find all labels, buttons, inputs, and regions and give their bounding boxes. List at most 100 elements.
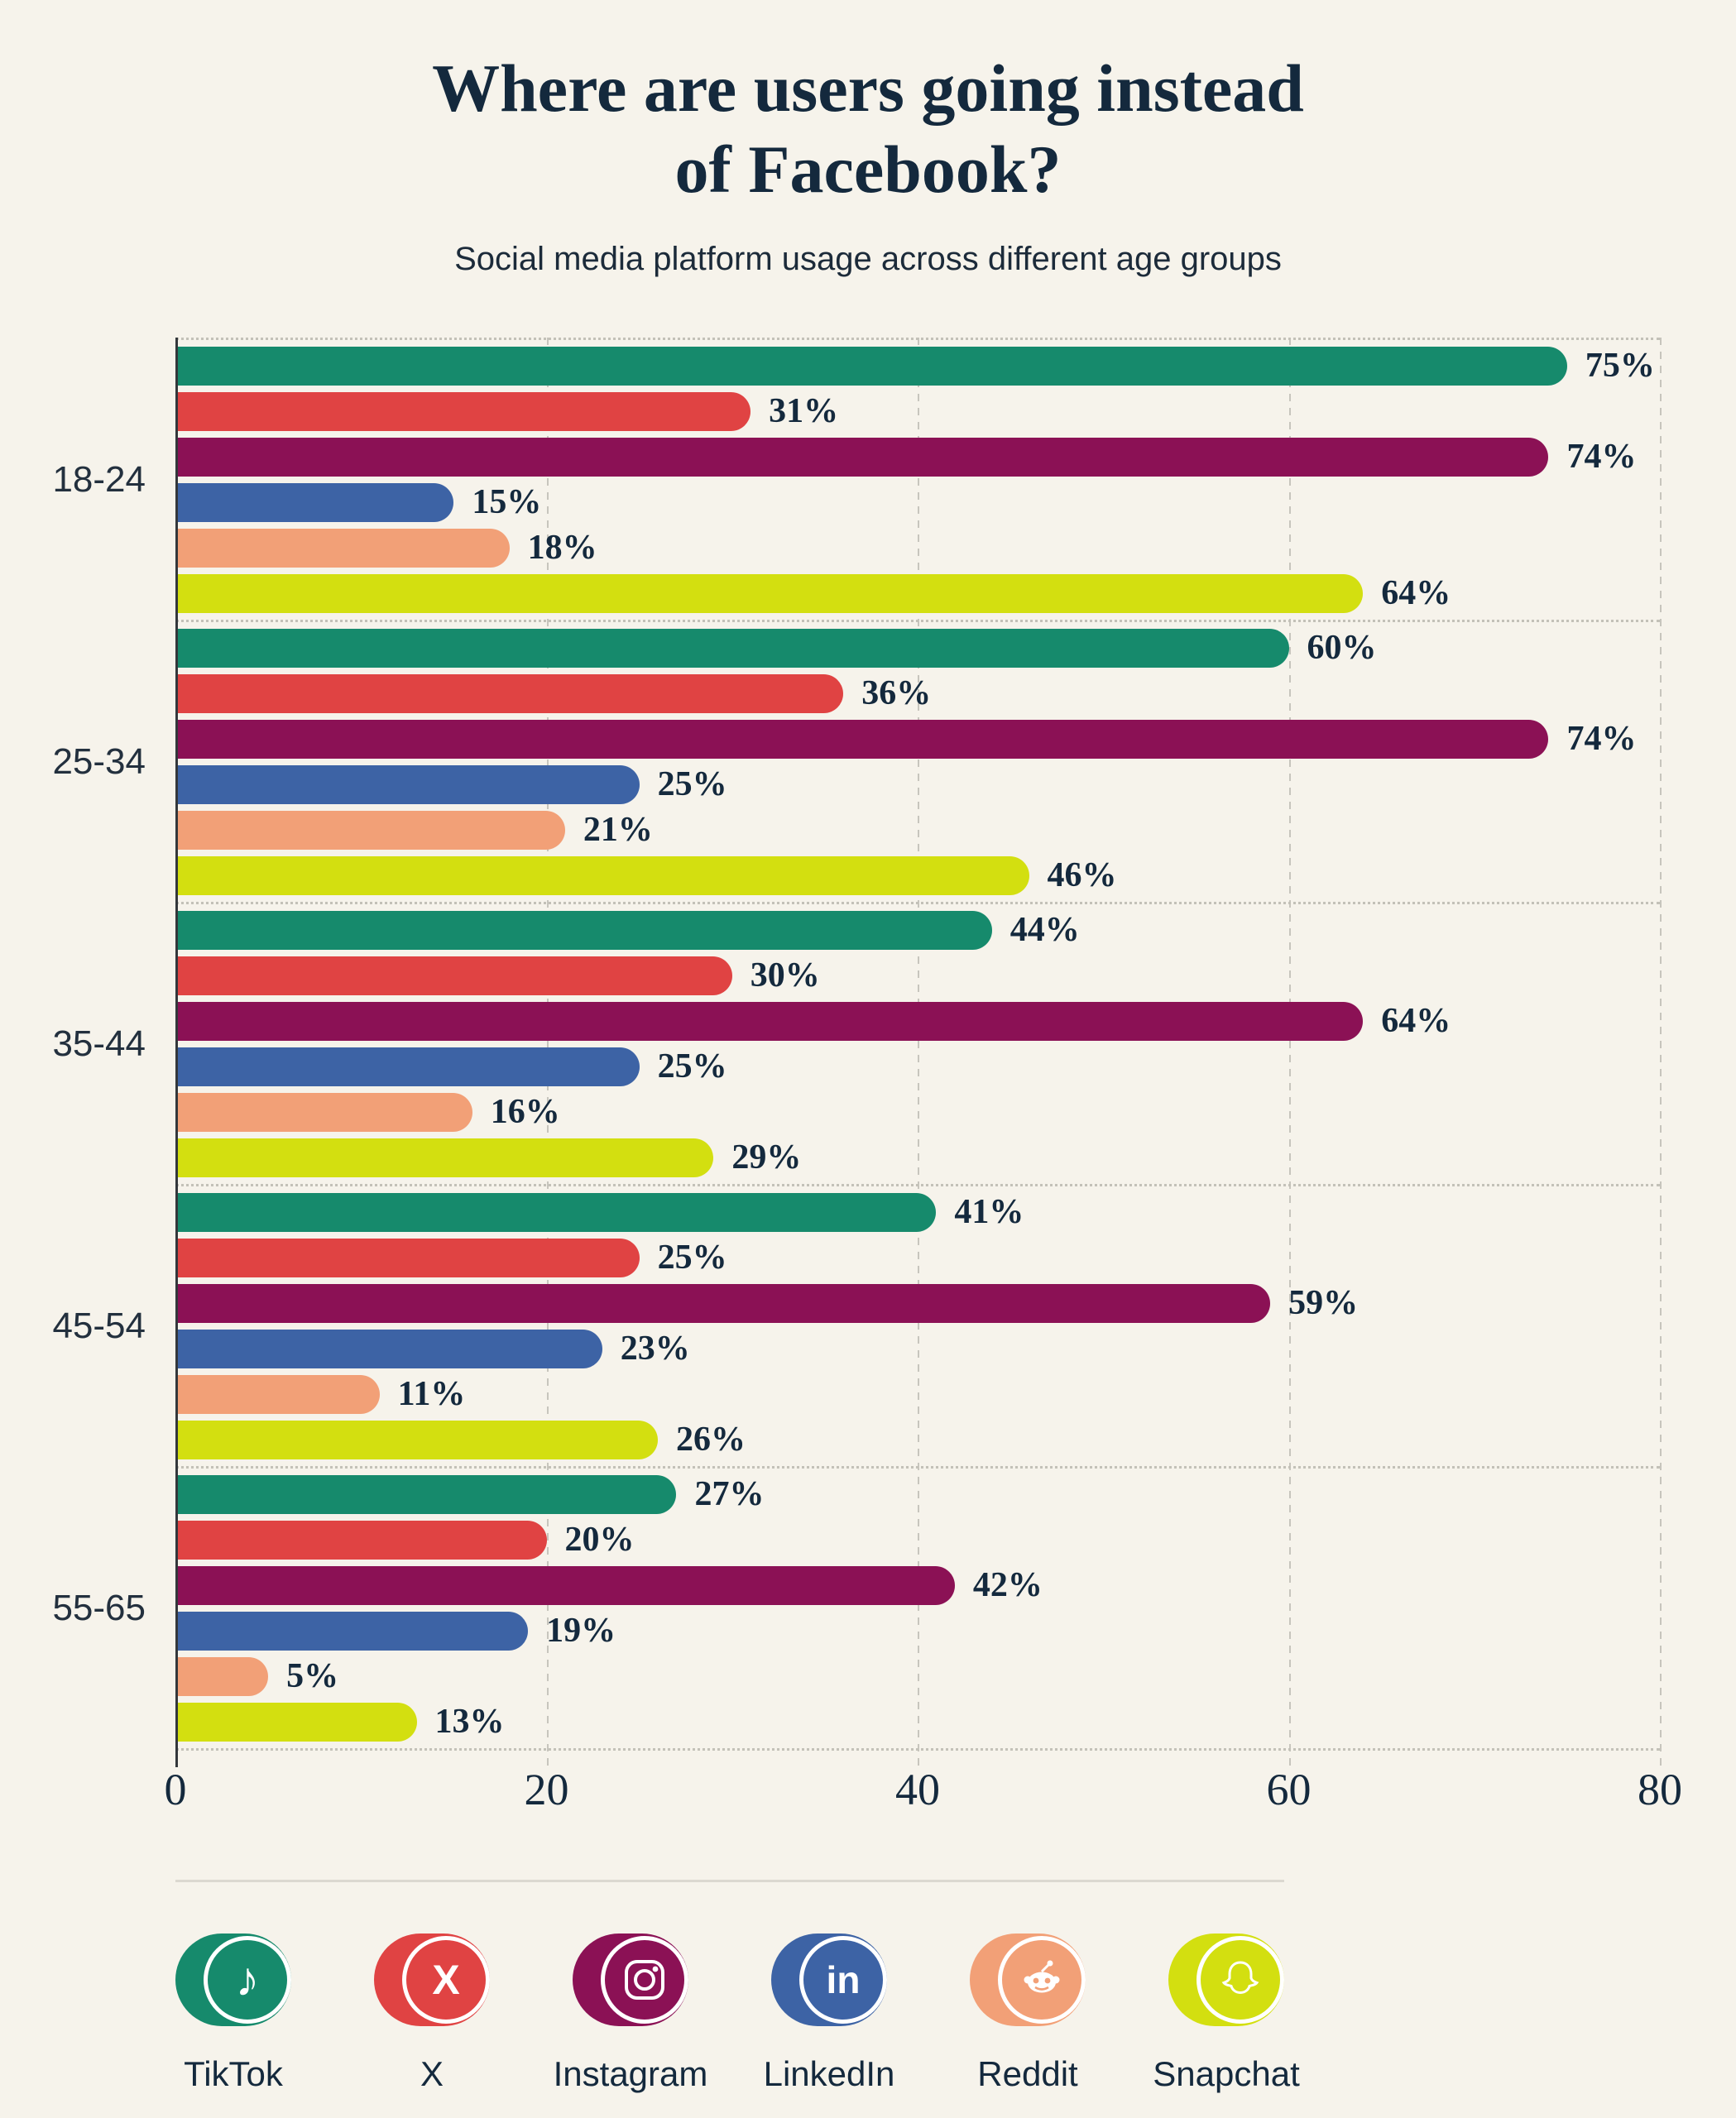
bar-row: 29% — [175, 1135, 1660, 1181]
page-subtitle: Social media platform usage across diffe… — [454, 240, 1282, 277]
age-group-row: 55-65 27% 20% 42% 19% 5% 13% — [52, 1469, 1660, 1751]
instagram-icon — [601, 1935, 688, 2024]
reddit-bar — [175, 528, 510, 568]
bar-row: 36% — [175, 671, 1660, 716]
bar-value-label: 31% — [769, 392, 839, 431]
age-group-label: 18-24 — [52, 458, 146, 500]
tiktok-bar — [175, 628, 1289, 668]
tiktok-bar — [175, 1474, 677, 1514]
bar-value-label: 23% — [620, 1330, 690, 1368]
age-group-label: 35-44 — [52, 1023, 146, 1064]
bar-row: 5% — [175, 1654, 1660, 1699]
legend-label: Instagram — [553, 2053, 708, 2093]
bar-value-label: 25% — [657, 1239, 727, 1277]
bar-row: 74% — [175, 716, 1660, 762]
bar-value-label: 74% — [1566, 720, 1637, 759]
bar-row: 27% — [175, 1472, 1660, 1517]
age-group-row: 45-54 41% 25% 59% 23% 11% 26% — [52, 1186, 1660, 1469]
bar-row: 75% — [175, 343, 1660, 389]
legend-pill — [1168, 1933, 1284, 2026]
x-tick-label: 20 — [524, 1764, 569, 1814]
tiktok-bar — [175, 1192, 937, 1232]
bar-value-label: 74% — [1566, 438, 1637, 477]
snapchat-bar — [175, 1702, 417, 1742]
legend-label: TikTok — [184, 2053, 283, 2093]
bar-value-label: 60% — [1307, 629, 1377, 668]
bar-row: 42% — [175, 1563, 1660, 1608]
bar-value-label: 25% — [657, 765, 727, 804]
bar-value-label: 13% — [434, 1703, 505, 1742]
legend-pill: X — [374, 1933, 490, 2026]
instagram-bar — [175, 1001, 1364, 1041]
tiktok-bar — [175, 910, 992, 950]
y-axis-line — [175, 337, 178, 1767]
x-bar — [175, 1238, 640, 1277]
instagram-bar — [175, 437, 1549, 477]
x-tick-label: 60 — [1266, 1764, 1312, 1814]
bar-row: 30% — [175, 953, 1660, 999]
x-tick-label: 80 — [1638, 1764, 1682, 1814]
reddit-icon — [998, 1935, 1086, 2024]
instagram-bar — [175, 1283, 1271, 1323]
linkedin-bar — [175, 1329, 602, 1368]
bar-value-label: 75% — [1585, 347, 1655, 386]
bar-value-label: 19% — [546, 1612, 616, 1651]
plot-area: 18-24 75% 31% 74% 15% 18% 64% 25-34 60% 36% 74% 25%… — [52, 337, 1662, 1767]
bar-row: 20% — [175, 1517, 1660, 1563]
reddit-bar — [175, 1374, 380, 1414]
snapchat-bar — [175, 1420, 659, 1459]
chart-header: Where are users going instead of Faceboo… — [0, 0, 1736, 278]
bar-value-label: 36% — [861, 674, 932, 713]
bar-row: 44% — [175, 908, 1660, 953]
bar-value-label: 44% — [1009, 911, 1080, 950]
bar-value-label: 46% — [1047, 856, 1117, 895]
bar-row: 11% — [175, 1372, 1660, 1417]
bar-value-label: 64% — [1381, 574, 1451, 613]
snapchat-icon — [1196, 1935, 1284, 2024]
legend-label: X — [420, 2053, 444, 2093]
bar-value-label: 26% — [676, 1421, 746, 1459]
bar-row: 74% — [175, 434, 1660, 480]
age-group-row: 25-34 60% 36% 74% 25% 21% 46% — [52, 622, 1660, 904]
age-group-label: 55-65 — [52, 1587, 146, 1628]
linkedin-bar — [175, 764, 640, 804]
gridline — [1660, 337, 1662, 1767]
bar-value-label: 11% — [397, 1375, 466, 1414]
legend-label: Snapchat — [1153, 2053, 1300, 2093]
legend-pill: ♪ — [175, 1933, 291, 2026]
bar-row: 15% — [175, 480, 1660, 525]
bar-value-label: 42% — [972, 1566, 1043, 1605]
age-group-label: 45-54 — [52, 1305, 146, 1346]
page-title-line2: of Facebook? — [674, 132, 1062, 208]
linkedin-bar — [175, 1047, 640, 1086]
legend-item: in LinkedIn — [764, 1933, 894, 2094]
page-title-line1: Where are users going instead — [432, 50, 1304, 126]
linkedin-bar — [175, 482, 454, 522]
bar-value-label: 15% — [472, 483, 542, 522]
legend: ♪ TikTok X X Instagram in LinkedIn Reddit Snapch… — [175, 1933, 1736, 2094]
bar-value-label: 16% — [490, 1093, 560, 1132]
bar-value-label: 5% — [286, 1657, 339, 1696]
bar-value-label: 20% — [564, 1521, 635, 1560]
bar-row: 41% — [175, 1190, 1660, 1235]
bar-row: 46% — [175, 853, 1660, 898]
linkedin-icon: in — [799, 1935, 887, 2024]
bar-value-label: 25% — [657, 1047, 727, 1086]
bar-value-label: 27% — [694, 1475, 765, 1514]
x-tick-label: 40 — [895, 1764, 940, 1814]
reddit-bar — [175, 1092, 472, 1132]
bar-value-label: 21% — [583, 811, 653, 850]
snapchat-bar — [175, 573, 1364, 613]
reddit-bar — [175, 1656, 269, 1696]
bar-value-label: 29% — [731, 1138, 802, 1177]
reddit-bar — [175, 810, 565, 850]
legend-divider — [175, 1879, 1284, 1882]
page-title: Where are users going instead of Faceboo… — [0, 48, 1736, 211]
linkedin-bar — [175, 1611, 529, 1651]
bar-value-label: 18% — [527, 529, 597, 568]
gridline — [1288, 337, 1291, 1767]
bar-row: 59% — [175, 1281, 1660, 1326]
tiktok-bar — [175, 346, 1567, 386]
